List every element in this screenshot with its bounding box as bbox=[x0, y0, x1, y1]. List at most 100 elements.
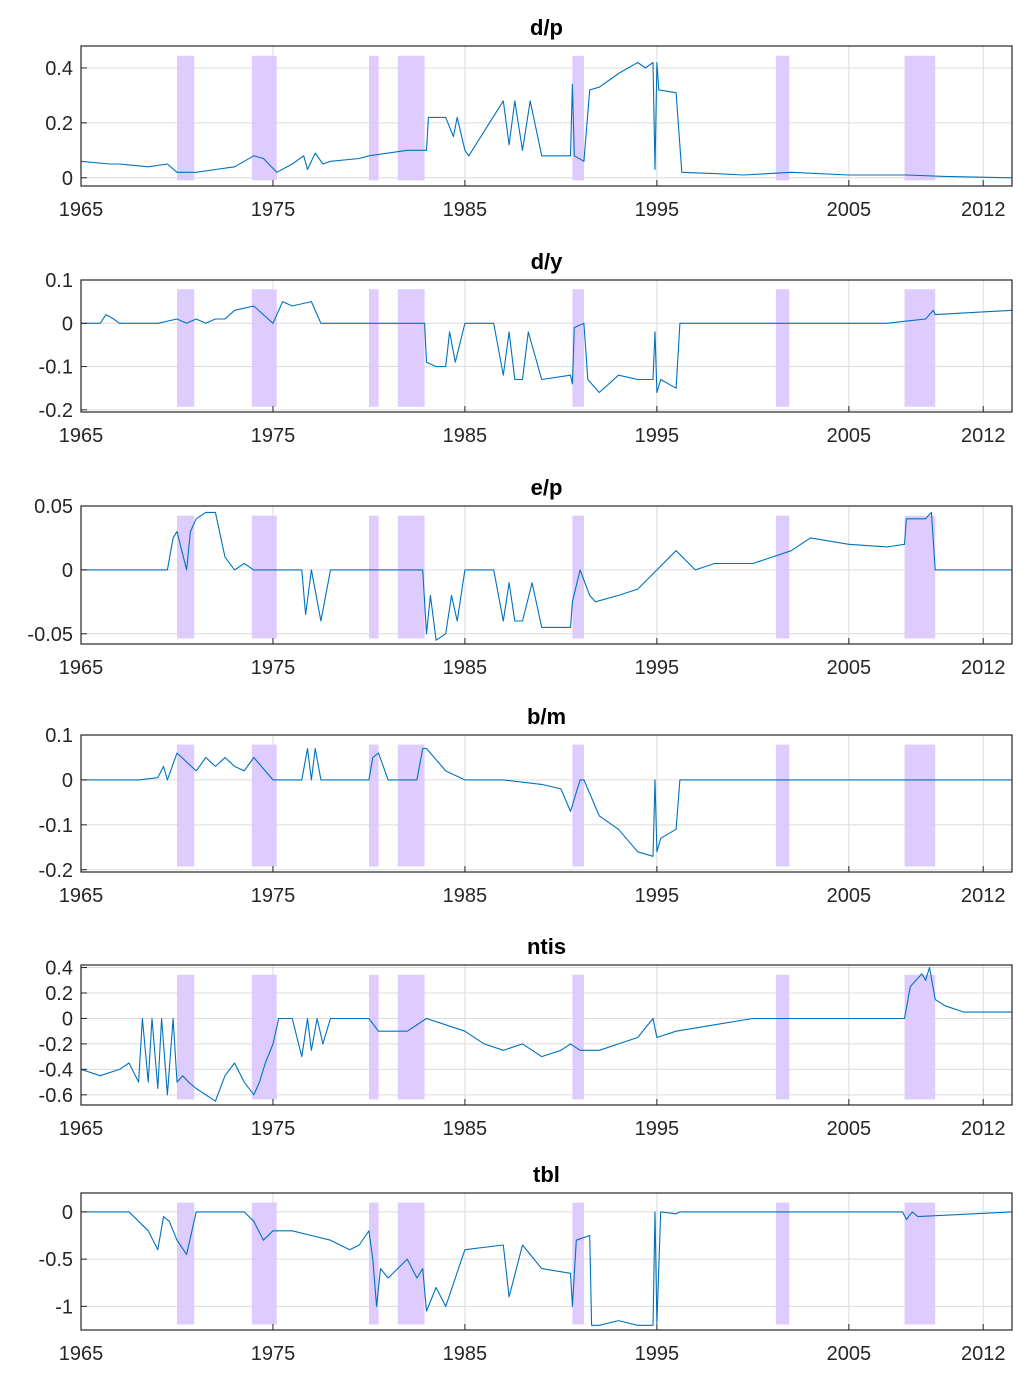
x-tick-label: 2005 bbox=[827, 885, 872, 907]
recession-band bbox=[368, 515, 379, 639]
x-tick-label: 1995 bbox=[635, 199, 680, 221]
x-tick-label: 1985 bbox=[443, 657, 488, 679]
y-tick-label: 0.4 bbox=[45, 958, 73, 980]
x-tick-label: 1975 bbox=[251, 1118, 296, 1140]
y-tick-label: 0.05 bbox=[34, 496, 73, 518]
recession-band bbox=[775, 744, 790, 867]
recession-band bbox=[397, 289, 425, 407]
panel-title: ntis bbox=[527, 934, 566, 959]
recession-band bbox=[397, 1202, 425, 1325]
panel-ntis: 1965 1975 1985 1995 2005 2012 -0.6 -0.4 -0.2 0 0.2… bbox=[39, 934, 1013, 1140]
x-tick-label: 2012 bbox=[961, 199, 1006, 221]
recession-band bbox=[904, 55, 936, 181]
axes-frame bbox=[80, 1192, 1013, 1331]
x-tick-label: 1985 bbox=[443, 1118, 488, 1140]
x-tick-label: 1975 bbox=[251, 1343, 296, 1365]
x-tick-label: 2005 bbox=[827, 1118, 872, 1140]
x-tick-label: 1985 bbox=[443, 199, 488, 221]
y-tick-label: 0 bbox=[62, 1202, 73, 1224]
x-tick-label: 1995 bbox=[635, 1118, 680, 1140]
y-tick-label: -0.05 bbox=[27, 624, 73, 646]
x-tick-label: 1985 bbox=[443, 1343, 488, 1365]
recession-band bbox=[251, 289, 277, 407]
axes-frame bbox=[80, 505, 1013, 645]
recession-band bbox=[251, 55, 277, 181]
series-line bbox=[81, 1211, 1013, 1326]
x-tick-label: 1965 bbox=[59, 1343, 104, 1365]
recession-band bbox=[904, 974, 936, 1100]
recession-band bbox=[904, 289, 936, 407]
y-tick-label: -0.6 bbox=[39, 1085, 73, 1107]
series-line bbox=[80, 61, 1013, 179]
recession-band bbox=[397, 55, 425, 181]
x-tick-label: 1975 bbox=[251, 657, 296, 679]
recession-band bbox=[176, 744, 195, 867]
recession-band bbox=[572, 289, 584, 407]
y-tick-label: 0 bbox=[62, 168, 73, 190]
panel-tbl: 1965 1975 1985 1995 2005 2012 -1 -0.5 0 tbl bbox=[39, 1162, 1013, 1365]
panel-title: tbl bbox=[533, 1162, 560, 1187]
axes-frame bbox=[80, 279, 1013, 413]
panel-d-y: 1965 1975 1985 1995 2005 2012 -0.2 -0.1 0 0.1 d/y bbox=[39, 249, 1013, 447]
x-tick-label: 2005 bbox=[827, 657, 872, 679]
recession-band bbox=[775, 515, 790, 639]
recession-band bbox=[176, 289, 195, 407]
recession-band bbox=[251, 1202, 277, 1325]
x-tick-label: 1975 bbox=[251, 885, 296, 907]
y-tick-label: -0.2 bbox=[39, 860, 73, 882]
x-tick-label: 1975 bbox=[251, 425, 296, 447]
y-tick-label: -0.4 bbox=[39, 1059, 73, 1081]
x-tick-label: 2005 bbox=[827, 425, 872, 447]
y-tick-label: -1 bbox=[55, 1296, 73, 1318]
y-tick-label: 0.1 bbox=[45, 270, 73, 292]
x-tick-label: 2012 bbox=[961, 1343, 1006, 1365]
x-tick-label: 2012 bbox=[961, 885, 1006, 907]
panel-title: d/y bbox=[531, 249, 564, 274]
y-tick-label: 0.1 bbox=[45, 725, 73, 747]
recession-band bbox=[572, 55, 584, 181]
y-tick-label: -0.5 bbox=[39, 1249, 73, 1271]
y-tick-label: -0.1 bbox=[39, 815, 73, 837]
panel-e-p: 1965 1975 1985 1995 2005 2012 -0.05 0 0.05 e/p bbox=[27, 475, 1013, 679]
recession-band bbox=[904, 515, 936, 639]
axes-frame bbox=[80, 734, 1013, 873]
recession-band bbox=[368, 289, 379, 407]
x-tick-label: 1965 bbox=[59, 657, 104, 679]
recession-band bbox=[368, 744, 379, 867]
y-tick-label: -0.1 bbox=[39, 357, 73, 379]
x-tick-label: 2005 bbox=[827, 1343, 872, 1365]
recession-band bbox=[176, 515, 195, 639]
y-tick-label: 0 bbox=[62, 1008, 73, 1030]
recession-band bbox=[368, 974, 379, 1100]
x-tick-label: 1965 bbox=[59, 1118, 104, 1140]
recession-band bbox=[397, 515, 425, 639]
x-tick-label: 1995 bbox=[635, 657, 680, 679]
recession-band bbox=[176, 55, 195, 181]
y-tick-label: 0.2 bbox=[45, 983, 73, 1005]
x-tick-label: 1985 bbox=[443, 885, 488, 907]
recession-band bbox=[775, 974, 790, 1100]
recession-band bbox=[176, 1202, 195, 1325]
panel-title: e/p bbox=[531, 475, 563, 500]
y-tick-label: 0 bbox=[62, 313, 73, 335]
x-tick-label: 1995 bbox=[635, 425, 680, 447]
panel-b-m: 1965 1975 1985 1995 2005 2012 -0.2 -0.1 0 0.1 b/m bbox=[39, 704, 1013, 907]
recession-band bbox=[775, 289, 790, 407]
recession-band bbox=[572, 744, 584, 867]
recession-band bbox=[397, 974, 425, 1100]
series-line bbox=[81, 747, 1012, 857]
y-tick-label: 0.2 bbox=[45, 113, 73, 135]
recession-band bbox=[904, 744, 936, 867]
x-tick-label: 1965 bbox=[59, 199, 104, 221]
y-tick-label: 0 bbox=[62, 560, 73, 582]
recession-band bbox=[251, 515, 277, 639]
recession-band bbox=[176, 974, 195, 1100]
x-tick-label: 1975 bbox=[251, 199, 296, 221]
recession-band bbox=[251, 744, 277, 867]
series-line bbox=[80, 966, 1012, 1102]
x-tick-label: 2012 bbox=[961, 657, 1006, 679]
x-tick-label: 1965 bbox=[59, 425, 104, 447]
recession-band bbox=[572, 1202, 584, 1325]
y-tick-label: -0.2 bbox=[39, 400, 73, 422]
